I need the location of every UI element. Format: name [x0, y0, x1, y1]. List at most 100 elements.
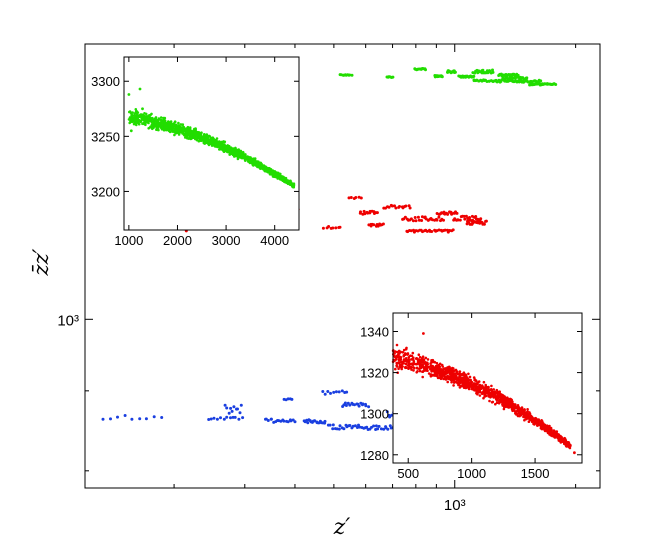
inset-red-point [409, 365, 413, 369]
main-point [343, 401, 347, 405]
inset-green-outlier-point [151, 120, 155, 124]
inset-green-point [174, 127, 178, 130]
inset-green-point [244, 155, 248, 158]
main-point [391, 75, 395, 79]
inset-red-point [540, 425, 543, 428]
inset-red-point [527, 420, 531, 424]
inset-red-point [479, 385, 482, 389]
main-point [525, 76, 529, 80]
inset-green-point [257, 160, 260, 163]
inset-green-point [148, 117, 151, 121]
inset-green-point [145, 115, 149, 118]
inset-green-point [278, 175, 282, 179]
inset-red-point [524, 413, 527, 417]
inset-red-point [438, 365, 442, 369]
inset-green-point [173, 133, 176, 137]
inset-red-point [465, 376, 469, 380]
inset-red-point [448, 366, 451, 369]
main-point [362, 209, 366, 213]
main-series-1-cluster-3 [347, 195, 363, 200]
inset-red-point [424, 364, 428, 368]
inset-red-point [463, 379, 466, 383]
inset-green-point [229, 147, 233, 151]
main-point [484, 219, 488, 223]
x-tick-label: 10³ [444, 497, 466, 514]
main-point [359, 210, 362, 214]
main-point [411, 219, 415, 223]
inset-red-point [424, 356, 428, 360]
main-series-0-cluster-4 [446, 69, 457, 75]
inset-red-point [452, 367, 455, 370]
main-point [207, 418, 211, 421]
inset-green-point [273, 170, 277, 173]
inset-red-point [540, 419, 543, 422]
main-series-2-cluster-6 [321, 389, 349, 396]
inset-red-point [463, 377, 467, 380]
inset-red-point [554, 434, 558, 438]
main-point [430, 230, 434, 233]
inset-green-point [159, 118, 163, 122]
main-point [367, 405, 371, 409]
main-point [474, 215, 478, 218]
main-point [337, 427, 341, 431]
inset-green-point [209, 141, 212, 144]
inset-red-point [421, 370, 425, 374]
main-point [381, 222, 385, 226]
inset-red-point [478, 388, 482, 391]
inset-green-point [234, 152, 238, 155]
inset-green-point [165, 128, 168, 132]
main-point [372, 223, 376, 227]
inset-green-point [187, 130, 191, 134]
main-point [344, 404, 348, 407]
inset-red-point [441, 371, 444, 374]
inset-green-point [218, 142, 221, 145]
inset-red-point [482, 380, 486, 384]
inset-green-point [159, 116, 163, 119]
inset-red-point [472, 385, 475, 388]
inset-red-outlier-point [422, 332, 425, 335]
inset-green-point [138, 115, 141, 118]
inset-red-point [430, 360, 433, 364]
main-point [408, 206, 412, 210]
inset-green-point [291, 185, 295, 188]
main-point [479, 217, 483, 221]
inset-red-point [424, 361, 427, 364]
inset-red-point [476, 382, 479, 386]
inset-red-point [409, 354, 412, 358]
main-point [225, 415, 229, 419]
inset-green-point [270, 170, 273, 174]
inset-red-point [445, 378, 448, 381]
inset-red-point [415, 371, 419, 374]
inset-red-point [450, 380, 453, 384]
main-point [372, 424, 376, 428]
main-point [420, 215, 424, 219]
main-point [123, 414, 127, 417]
inset-green-point [256, 163, 259, 166]
main-point [340, 389, 344, 393]
main-point [364, 404, 368, 408]
inset-red-point [437, 368, 440, 372]
main-point [239, 403, 243, 407]
inset-red-x-tick-label: 500 [397, 466, 419, 481]
main-point [332, 390, 336, 394]
inset-red-point [393, 355, 397, 359]
inset-red-point [434, 366, 438, 370]
inset-green-point [133, 112, 137, 115]
inset-green-x-tick-label: 2000 [163, 233, 192, 248]
inset-green-point [167, 121, 171, 124]
inset-green-point [228, 153, 231, 156]
inset-green-point [283, 180, 287, 184]
inset-green-chart: 1000 2000 3000 4000 3200 3250 3300 [91, 56, 300, 248]
inset-green-x-tick-label: 4000 [260, 233, 289, 248]
inset-green-point [143, 112, 146, 115]
inset-red-point [418, 355, 422, 359]
main-point [326, 390, 330, 393]
inset-red-point [406, 352, 410, 355]
main-point [446, 212, 450, 216]
inset-green-point [167, 129, 171, 132]
main-series-1-cluster-12 [465, 219, 488, 226]
inset-red-point [477, 380, 481, 383]
main-point [385, 410, 389, 414]
inset-red-point [554, 432, 558, 436]
main-point [359, 196, 363, 200]
